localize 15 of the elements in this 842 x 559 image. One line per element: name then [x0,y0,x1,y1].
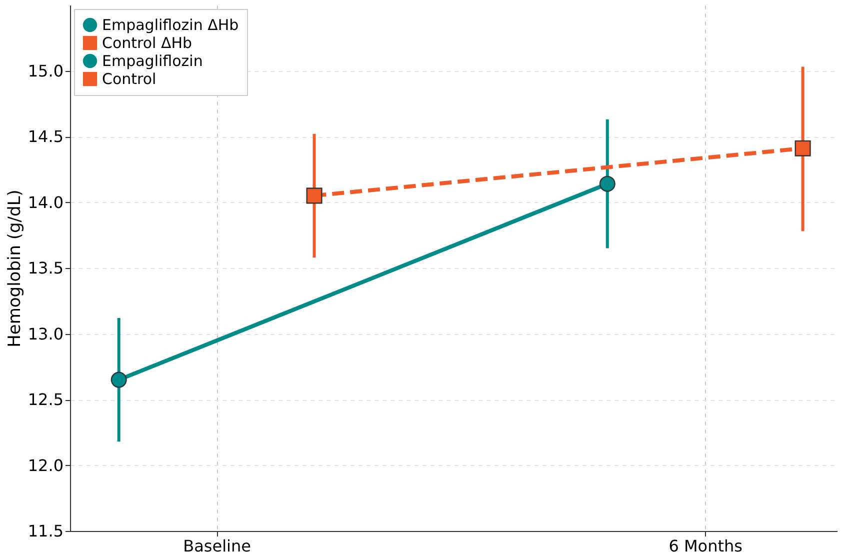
x-tick-label: Baseline [183,536,251,556]
y-tick-label: 12.5 [28,390,64,409]
y-tick-label: 12.0 [28,456,64,475]
legend-label: Empagliflozin ΔHb [102,16,239,34]
y-tick-label: 11.5 [28,522,64,540]
y-tick-label: 15.0 [28,61,64,80]
y-tick-label: 13.5 [28,258,64,278]
legend-label: Control ΔHb [102,34,192,52]
legend-label: Control [102,70,156,88]
y-tick-label: 13.0 [28,324,64,344]
x-tick-label: 6 Months [668,536,742,556]
legend-label: Empagliflozin [102,52,203,70]
y-axis-title: Hemoglobin (g/dL) [4,190,25,348]
y-tick-label: 14.0 [28,192,64,212]
y-tick-label: 14.5 [28,127,64,146]
